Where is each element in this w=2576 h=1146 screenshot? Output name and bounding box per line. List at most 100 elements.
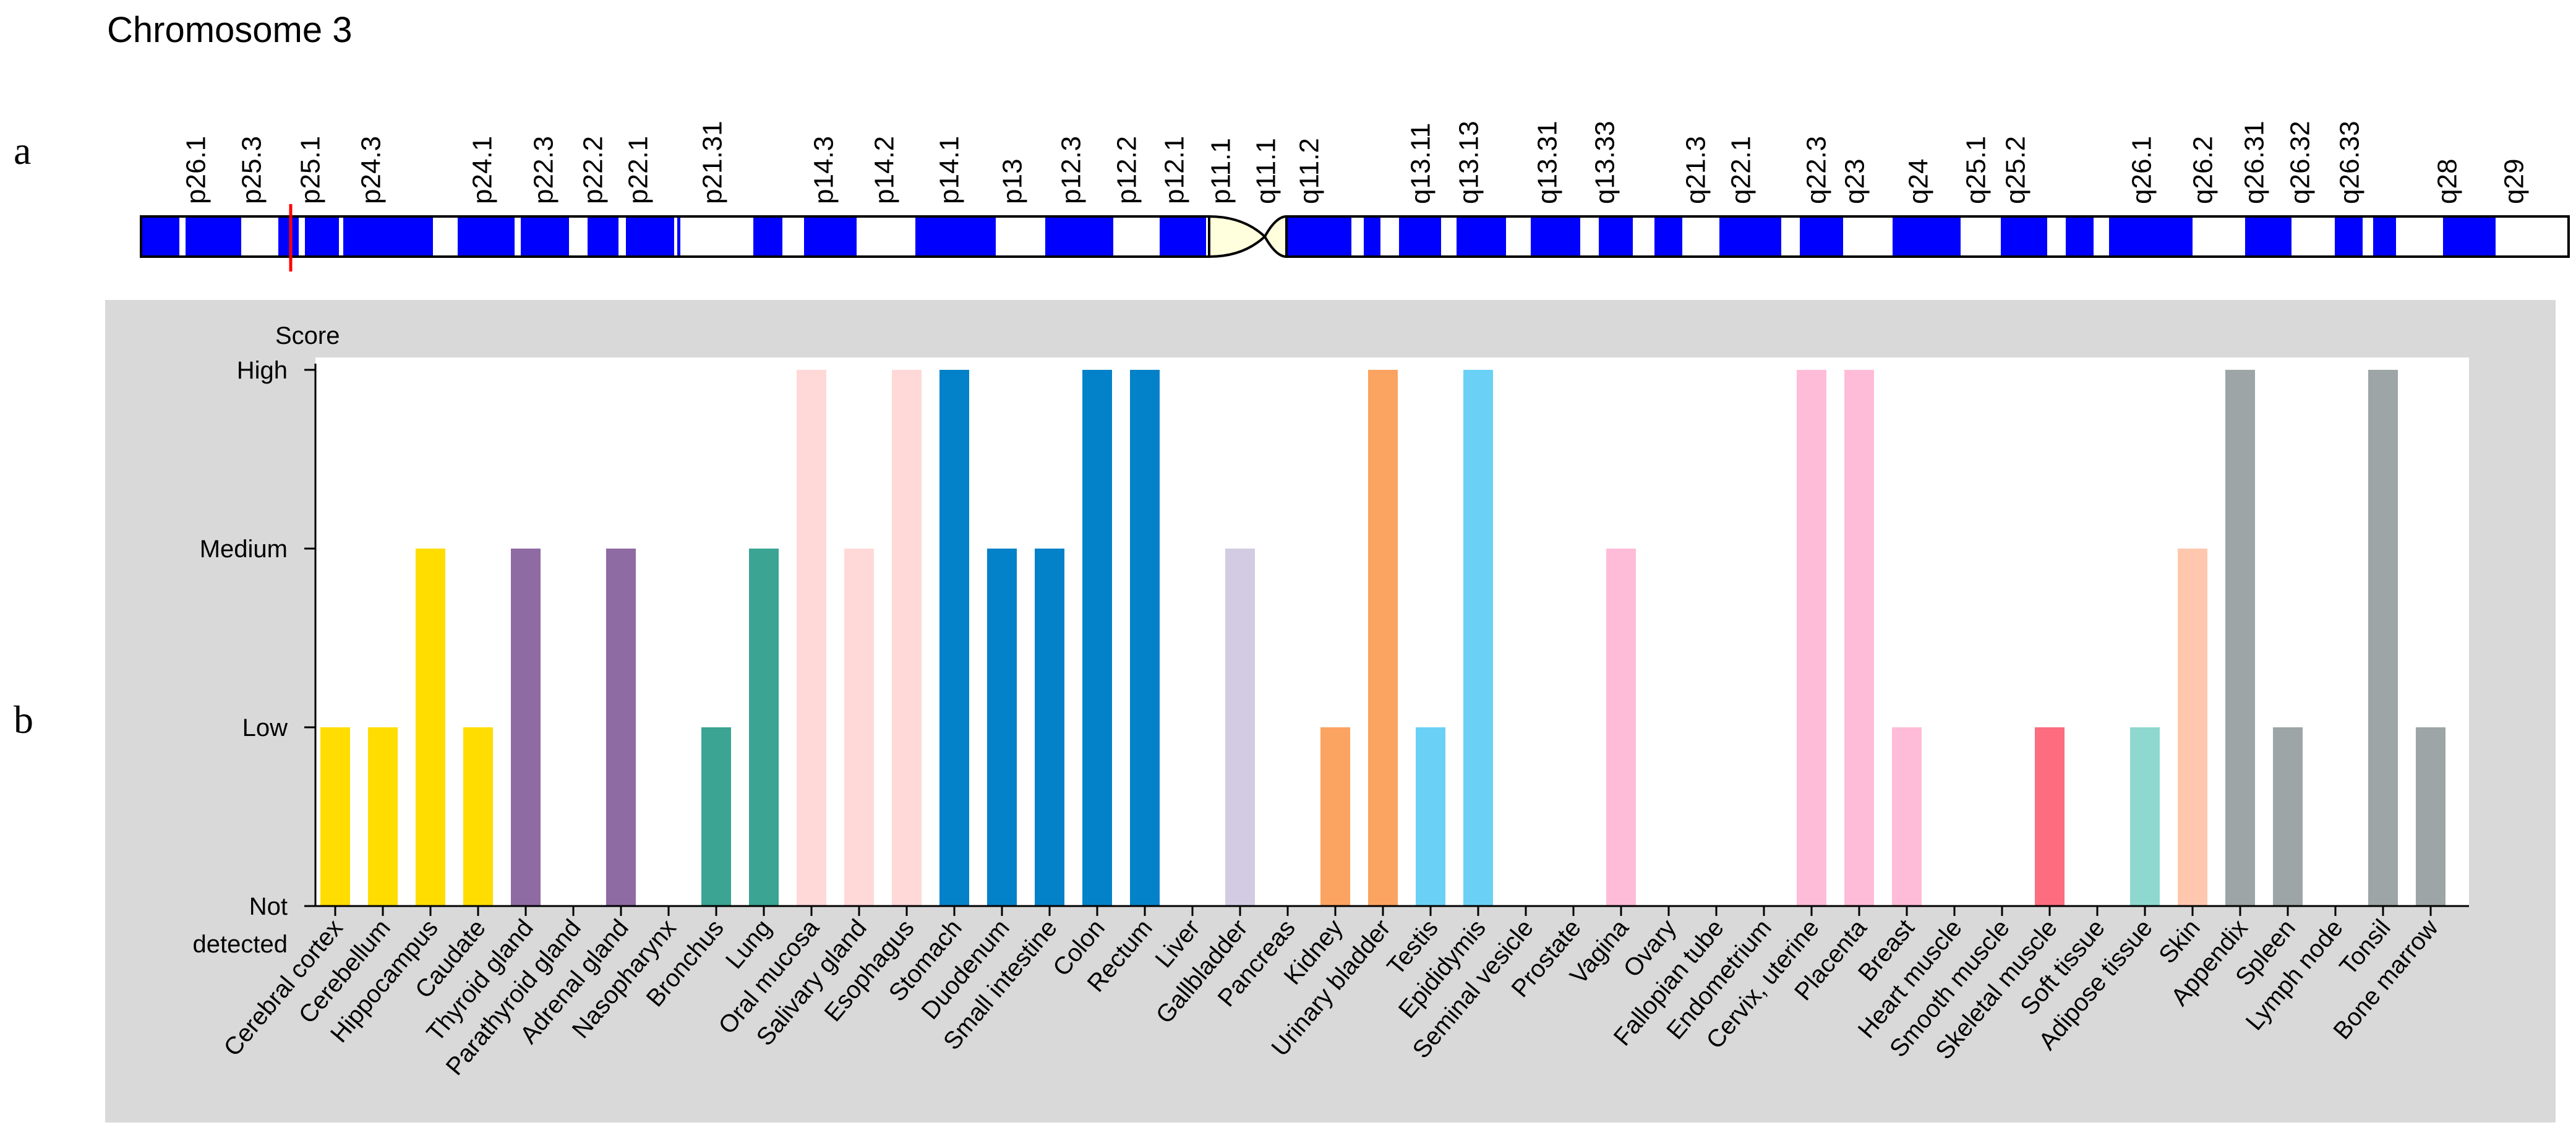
ideogram-band-dark [915, 216, 996, 257]
ideogram-band-dark [521, 216, 569, 257]
ideogram-band-dark [343, 216, 433, 257]
ideogram-band-dark [1531, 216, 1580, 257]
band-label: p22.3 [529, 136, 559, 204]
band-label: p11.1 [1206, 138, 1236, 204]
ideogram-band-dark [278, 216, 299, 257]
band-label: q21.3 [1681, 136, 1711, 204]
band-label: q28 [2433, 159, 2463, 204]
band-label: p26.1 [181, 136, 212, 204]
band-label: p14.1 [935, 136, 965, 204]
band-label: q25.1 [1961, 136, 1992, 204]
ideogram-band-dark [2109, 216, 2193, 257]
bar [797, 370, 826, 906]
band-label: q29 [2499, 159, 2530, 204]
ideogram-band-dark [626, 216, 674, 257]
band-label: p24.3 [356, 136, 387, 204]
y-tick-label: High [237, 357, 288, 384]
bar [1130, 370, 1160, 906]
ideogram-band-dark [1457, 216, 1506, 257]
y-tick-label-line2: detected [193, 931, 288, 958]
ideogram-band-dark [2373, 216, 2396, 257]
bar [1035, 549, 1064, 906]
ideogram-band-dark [1599, 216, 1633, 257]
band-label: q22.1 [1726, 136, 1757, 204]
ideogram-band-dark [1719, 216, 1781, 257]
band-label: p12.2 [1112, 136, 1142, 204]
ideogram-band-dark [1045, 216, 1113, 257]
ideogram-band-dark [1399, 216, 1441, 257]
ideogram-band-dark [1286, 216, 1351, 257]
band-label: p22.1 [623, 136, 654, 204]
ideogram-band-dark [186, 216, 241, 257]
ideogram-outline [140, 215, 2570, 258]
bar [844, 549, 874, 906]
chromosome-title: Chromosome 3 [107, 10, 352, 50]
band-label: p12.1 [1160, 136, 1190, 204]
band-label: p14.2 [870, 136, 900, 204]
ideogram-band-dark [2066, 216, 2094, 257]
band-label: q26.31 [2240, 121, 2270, 204]
band-labels: p26.1 p25.3 p25.1 p24.3 p24.1 p22.3 p22.2 p22.1… [181, 121, 2530, 204]
bar [463, 727, 493, 906]
ideogram-band-dark [677, 216, 680, 257]
y-axis: Not detected Low Medium High [193, 357, 317, 958]
bar [2416, 727, 2445, 906]
q-arm-outline [1286, 215, 2570, 258]
band-label: q13.33 [1590, 121, 1620, 204]
bar [1225, 549, 1255, 906]
bar [1082, 370, 1112, 906]
ideogram-band-dark [1364, 216, 1380, 257]
band-label: q26.1 [2127, 136, 2157, 204]
bar [939, 370, 969, 906]
ideogram-band-dark [2245, 216, 2291, 257]
band-label: p21.31 [698, 121, 728, 204]
y-tick-label: Not [249, 893, 288, 920]
bar [1416, 727, 1445, 906]
band-label: p14.3 [809, 136, 839, 204]
ideogram-band-dark [804, 216, 857, 257]
bar [320, 727, 350, 906]
bar [2273, 727, 2303, 906]
band-label: q13.11 [1406, 123, 1436, 204]
y-tick-label: Low [242, 714, 288, 742]
bar [1844, 370, 1874, 906]
ideogram-band-dark [458, 216, 515, 257]
chromosome-ideogram: Chromosome 3 p26.1 p25.3 p25.1 p24.3 p24.1 p2… [107, 10, 2570, 272]
ideogram-band-dark [588, 216, 618, 257]
panel-label-b: b [14, 698, 33, 742]
bar [749, 549, 779, 906]
band-label: q23 [1840, 159, 1870, 204]
band-label: p25.3 [237, 136, 267, 204]
band-label: q11.1 [1251, 138, 1282, 204]
band-label: q25.2 [2001, 136, 2031, 204]
y-tick-label: Medium [200, 536, 288, 563]
band-label: q13.13 [1454, 121, 1484, 204]
ideogram-band-dark [2001, 216, 2047, 257]
ideogram-bands [141, 215, 2569, 259]
ideogram-band-dark [141, 216, 179, 257]
band-label: q24 [1904, 159, 1934, 204]
bar [368, 727, 398, 906]
bar [1606, 549, 1636, 906]
bar [1463, 370, 1493, 906]
band-label: p25.1 [296, 136, 326, 204]
bars [320, 370, 2445, 906]
bar [2130, 727, 2160, 906]
band-label: p13 [998, 159, 1028, 204]
bar [511, 549, 541, 906]
band-label: p22.2 [578, 136, 609, 204]
ideogram-band-dark [1800, 216, 1843, 257]
bar [606, 549, 636, 906]
bar [416, 549, 445, 906]
bar [1797, 370, 1826, 906]
band-label: q26.32 [2285, 121, 2316, 204]
band-label: q13.31 [1533, 121, 1563, 204]
ideogram-band-dark [2335, 216, 2363, 257]
ideogram-band-dark [2443, 216, 2496, 257]
ideogram-band-dark [1893, 216, 1961, 257]
band-label: q22.3 [1802, 136, 1832, 204]
bar [701, 727, 731, 906]
band-label: p24.1 [468, 136, 498, 204]
band-label: p12.3 [1056, 136, 1087, 204]
